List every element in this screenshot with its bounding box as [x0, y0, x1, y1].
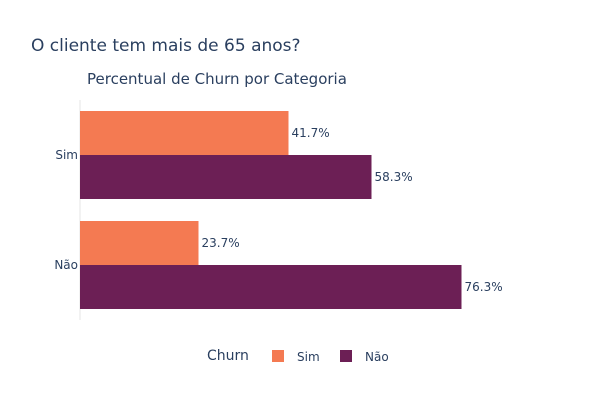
bar-sim-0 — [80, 111, 289, 155]
chart-subtitle: Percentual de Churn por Categoria — [87, 70, 347, 88]
legend-title: Churn — [207, 348, 249, 364]
bar-no-0 — [80, 155, 372, 199]
y-tick-label: Não — [54, 258, 78, 272]
data-label: 76.3% — [465, 280, 503, 294]
legend: Churn Sim Não — [207, 348, 389, 364]
data-label: 23.7% — [202, 236, 240, 250]
legend-label: Não — [365, 350, 389, 364]
legend-swatch — [272, 350, 284, 362]
legend-swatch — [340, 350, 352, 362]
legend-items: Sim Não — [272, 350, 389, 364]
bar-no-1 — [80, 265, 462, 309]
y-ticks-group: Sim Não — [54, 148, 78, 272]
data-labels-group: 41.7% 58.3% 23.7% 76.3% — [202, 126, 503, 294]
bars-group — [80, 111, 462, 309]
bar-sim-1 — [80, 221, 199, 265]
y-tick-label: Sim — [55, 148, 78, 162]
chart-title: O cliente tem mais de 65 anos? — [31, 36, 301, 56]
data-label: 41.7% — [292, 126, 330, 140]
legend-label: Sim — [297, 350, 320, 364]
data-label: 58.3% — [375, 170, 413, 184]
